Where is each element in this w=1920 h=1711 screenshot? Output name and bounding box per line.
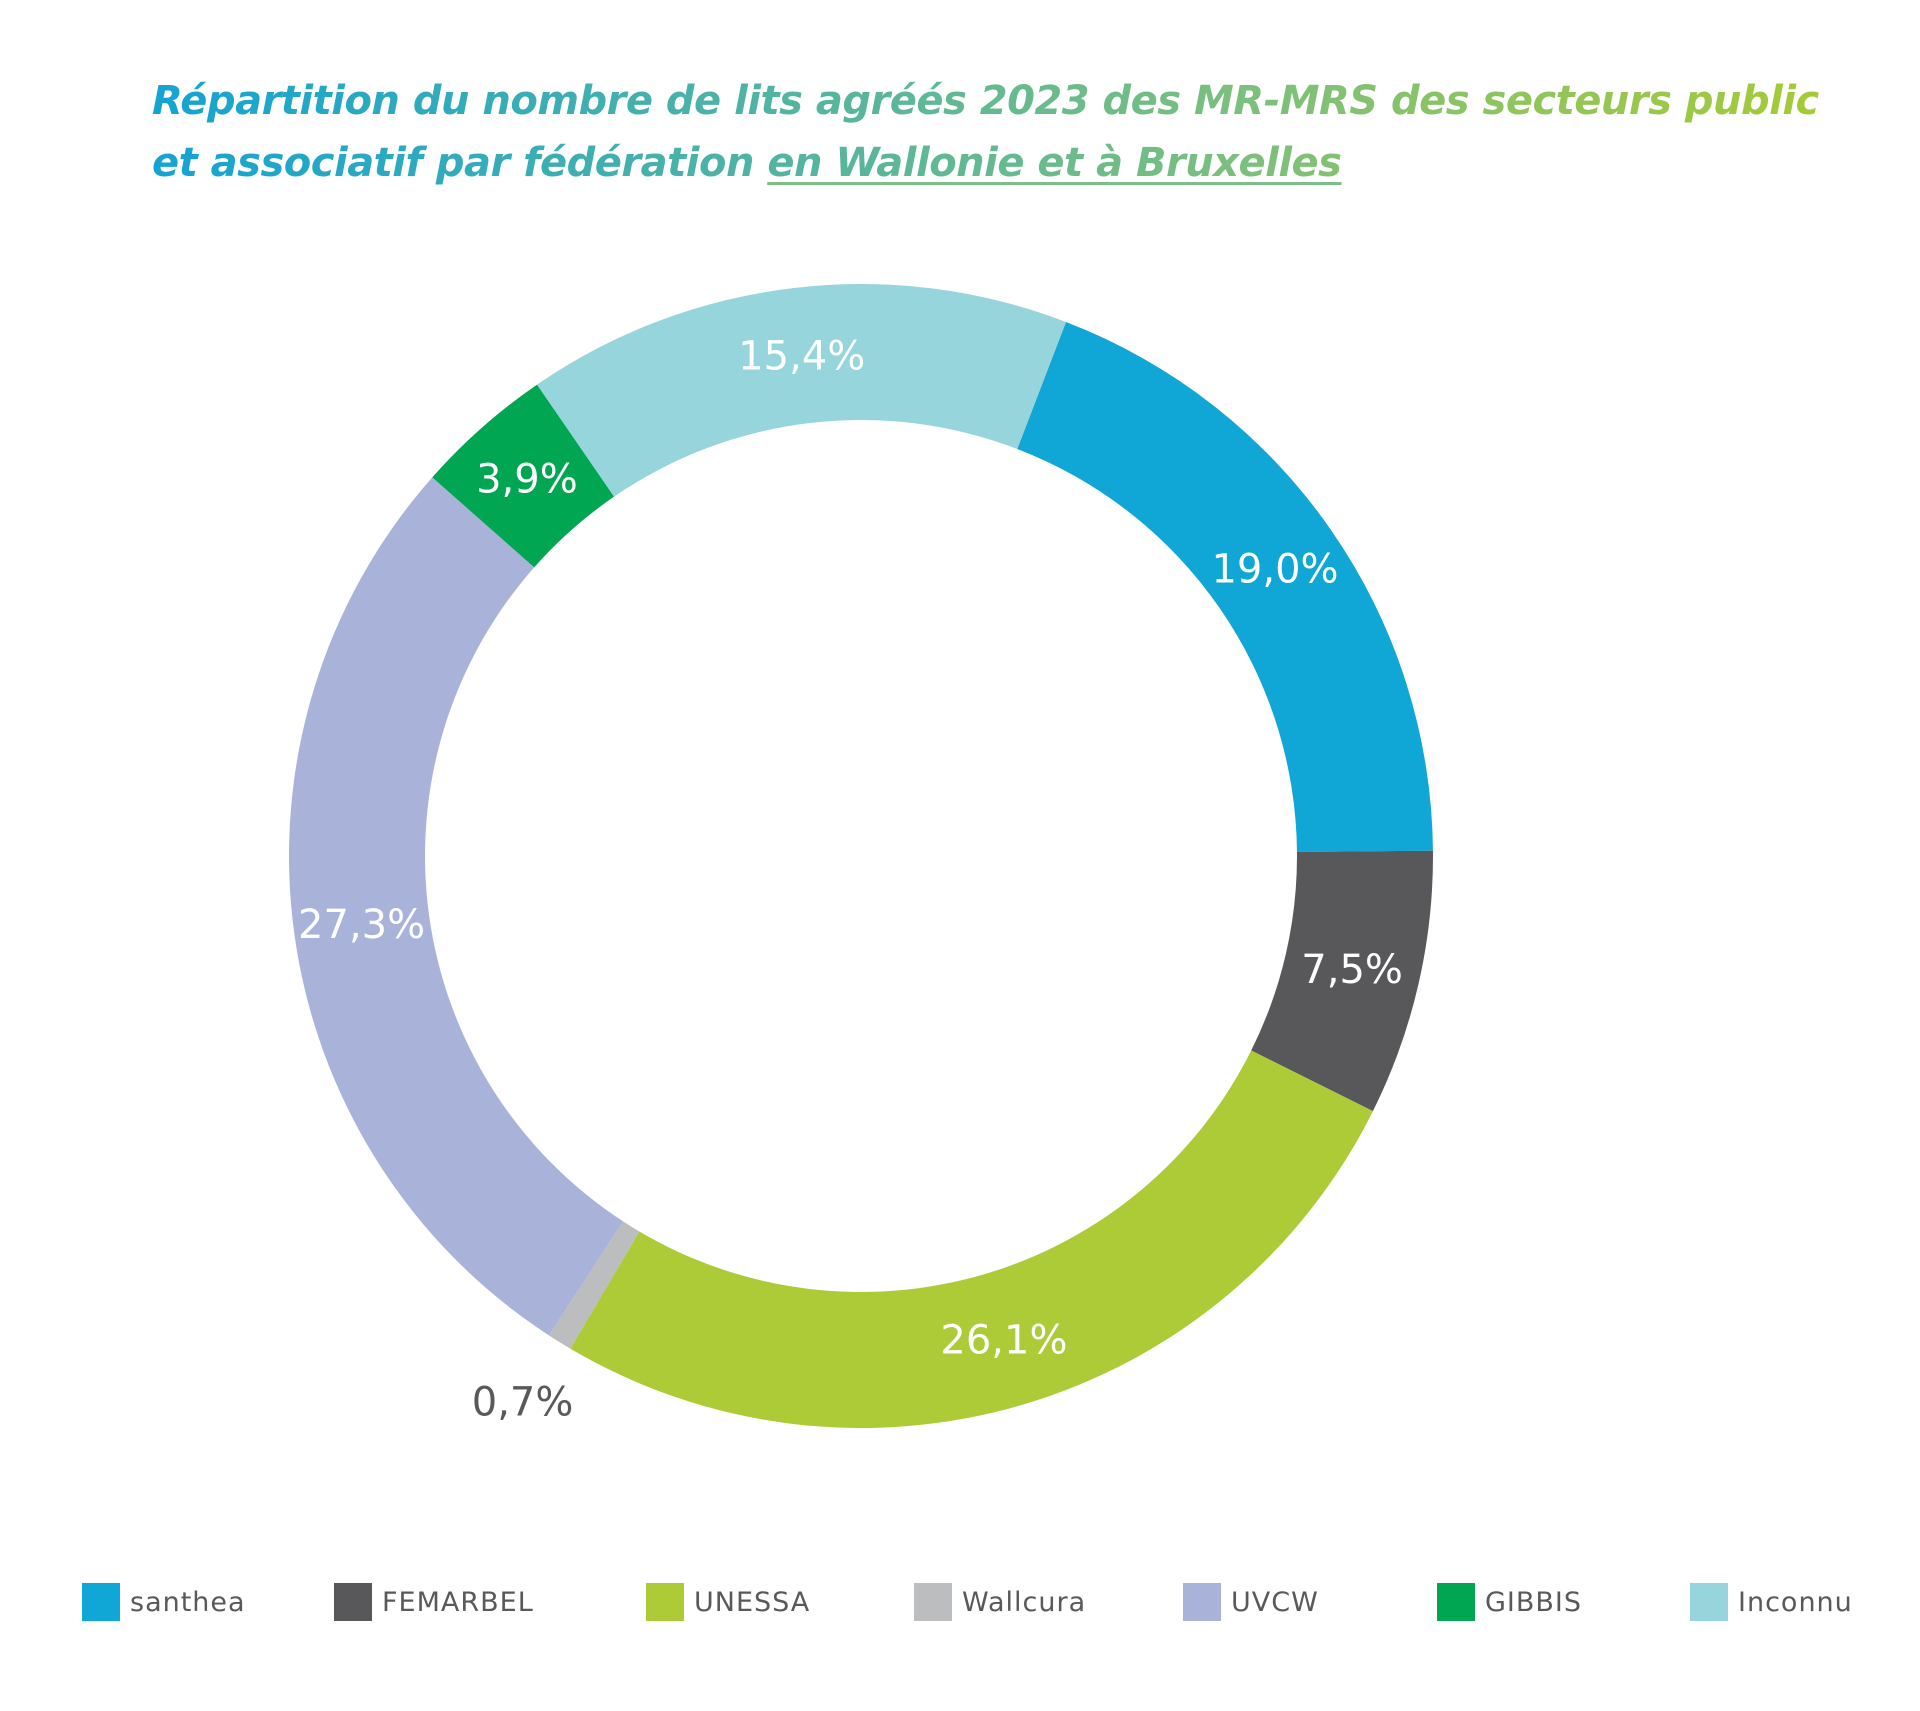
data-label-uvcw: 27,3% [298, 902, 425, 948]
data-label-unessa: 26,1% [940, 1317, 1067, 1363]
legend-label: GIBBIS [1485, 1586, 1583, 1618]
slice-gibbis [432, 384, 615, 568]
data-label-wallcura: 0,7% [472, 1380, 574, 1426]
legend-label: santhea [130, 1586, 246, 1618]
slice-unessa [570, 1050, 1373, 1428]
legend-swatch [82, 1583, 120, 1621]
data-label-gibbis: 3,9% [476, 457, 578, 503]
legend-swatch [1183, 1583, 1221, 1621]
slice-wallcura [548, 1221, 640, 1349]
legend-swatch [914, 1583, 952, 1621]
slice-santhea [1017, 321, 1433, 852]
legend-label: UVCW [1231, 1586, 1319, 1618]
legend-item-santhea: santhea [82, 1583, 246, 1621]
data-label-santhea: 19,0% [1211, 547, 1338, 593]
legend-item-uvcw: UVCW [1183, 1583, 1319, 1621]
donut-chart: 19,0% 7,5% 26,1% 0,7% 27,3% 3,9% 15,4% [289, 284, 1433, 1428]
legend-item-inconnu: Inconnu [1690, 1583, 1853, 1621]
chart-legend: santhea FEMARBEL UNESSA Wallcura UVCW GIBBIS I… [82, 1583, 1882, 1623]
donut-data-labels: 19,0% 7,5% 26,1% 0,7% 27,3% 3,9% 15,4% [298, 333, 1403, 1425]
legend-swatch [1690, 1583, 1728, 1621]
slice-inconnu [537, 284, 1066, 497]
legend-label: Wallcura [962, 1586, 1087, 1618]
legend-label: FEMARBEL [382, 1586, 534, 1618]
legend-item-gibbis: GIBBIS [1437, 1583, 1582, 1621]
legend-item-femarbel: FEMARBEL [334, 1583, 534, 1621]
slice-femarbel [1251, 850, 1433, 1112]
legend-swatch [646, 1583, 684, 1621]
legend-label: Inconnu [1738, 1586, 1853, 1618]
legend-item-wallcura: Wallcura [914, 1583, 1086, 1621]
data-label-femarbel: 7,5% [1301, 947, 1403, 993]
legend-item-unessa: UNESSA [646, 1583, 810, 1621]
slice-uvcw [289, 477, 624, 1336]
legend-label: UNESSA [694, 1586, 811, 1618]
donut-slices [289, 284, 1433, 1428]
legend-swatch [1437, 1583, 1475, 1621]
legend-swatch [334, 1583, 372, 1621]
data-label-inconnu: 15,4% [738, 333, 865, 379]
